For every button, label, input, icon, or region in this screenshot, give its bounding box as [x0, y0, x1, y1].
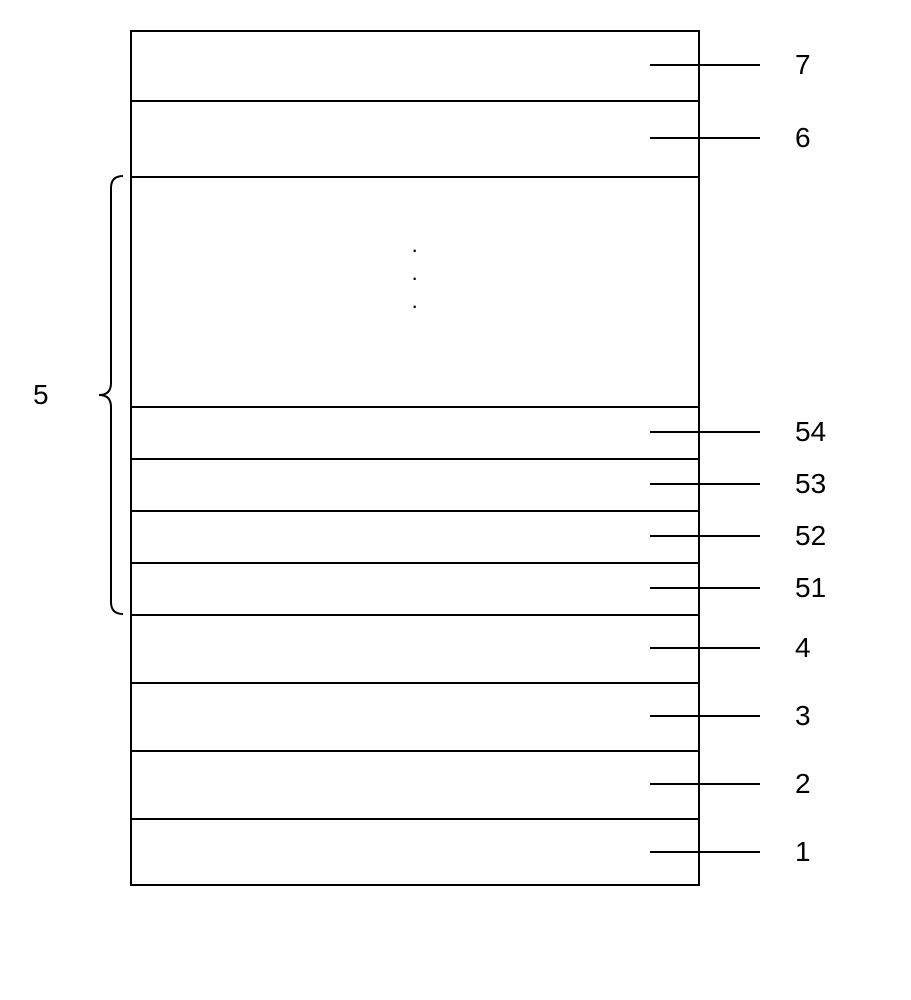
layer-1: [130, 818, 700, 886]
brace-label: 5: [33, 379, 49, 411]
layer-6-leader: [650, 137, 760, 139]
layer-52-leader: [650, 535, 760, 537]
layer-6-label: 6: [795, 122, 811, 154]
layer-2-leader: [650, 783, 760, 785]
layer-stack: · · ·: [130, 30, 700, 886]
brace-icon: [78, 171, 128, 619]
layer-4: [130, 614, 700, 682]
layer-7-leader: [650, 64, 760, 66]
diagram-container: · · ·: [130, 30, 700, 886]
layer-51-leader: [650, 587, 760, 589]
layer-51: [130, 562, 700, 614]
layer-4-label: 4: [795, 632, 811, 664]
ellipsis-dots: · · ·: [411, 236, 418, 320]
layer-3-leader: [650, 715, 760, 717]
layer-53-leader: [650, 483, 760, 485]
layer-53: [130, 458, 700, 510]
layer-54-leader: [650, 431, 760, 433]
layer-1-leader: [650, 851, 760, 853]
layer-2: [130, 750, 700, 818]
layer-2-label: 2: [795, 768, 811, 800]
layer-52: [130, 510, 700, 562]
layer-51-label: 51: [795, 572, 826, 604]
layer-6: [130, 100, 700, 176]
layer-54-label: 54: [795, 416, 826, 448]
layer-ellipsis: · · ·: [130, 176, 700, 406]
layer-54: [130, 406, 700, 458]
layer-3: [130, 682, 700, 750]
layer-7: [130, 30, 700, 100]
layer-3-label: 3: [795, 700, 811, 732]
layer-1-label: 1: [795, 836, 811, 868]
layer-52-label: 52: [795, 520, 826, 552]
layer-53-label: 53: [795, 468, 826, 500]
layer-4-leader: [650, 647, 760, 649]
layer-7-label: 7: [795, 49, 811, 81]
